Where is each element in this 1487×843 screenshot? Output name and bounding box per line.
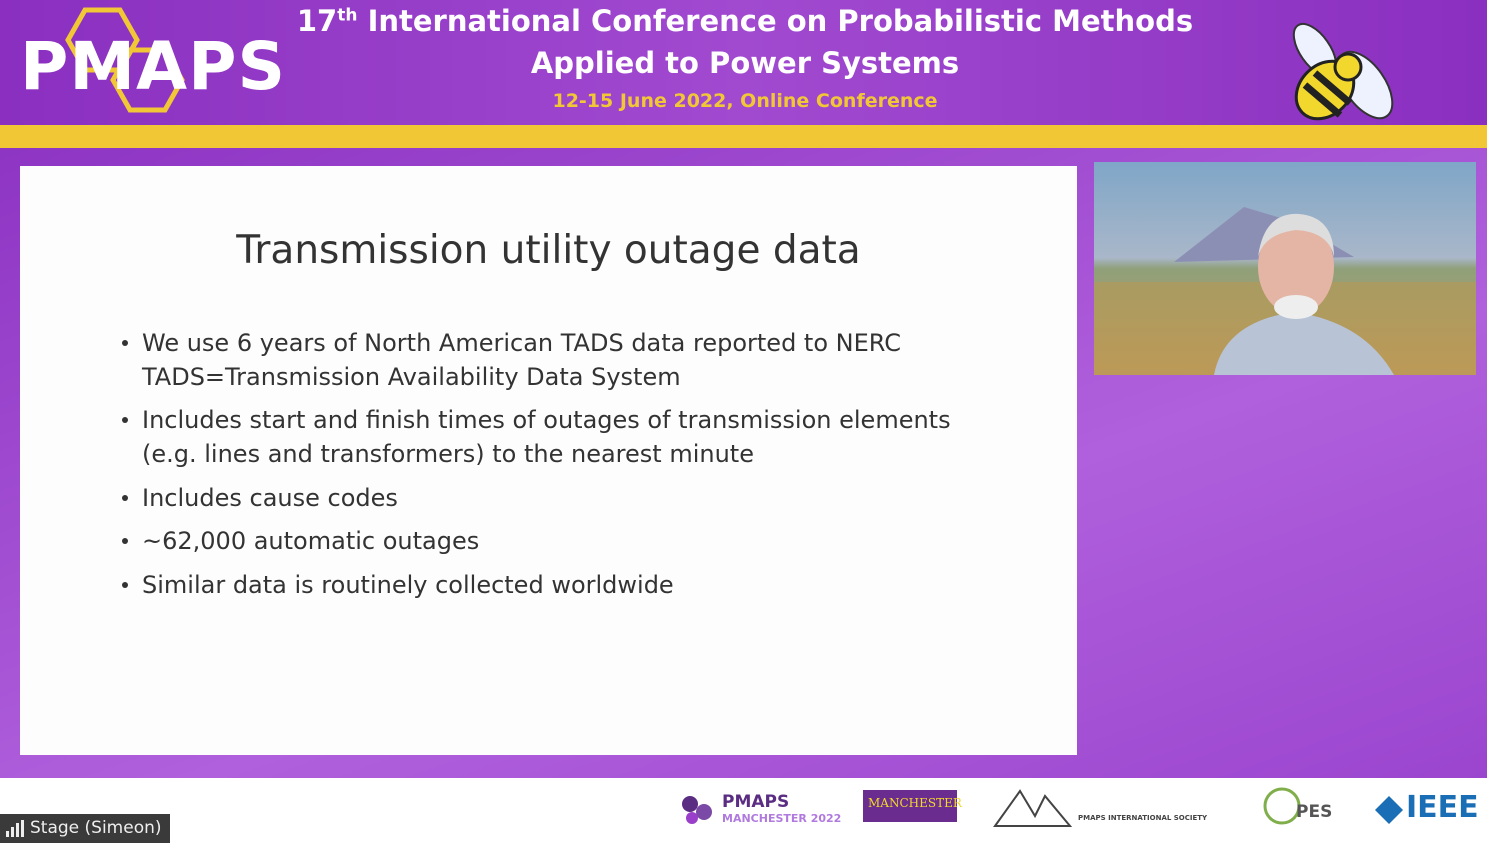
conference-title: 17th International Conference on Probabi…: [250, 4, 1240, 38]
slide: Transmission utility outage data We use …: [20, 166, 1077, 755]
bullet-line: (e.g. lines and transformers) to the nea…: [142, 440, 754, 468]
bullet-line: Similar data is routinely collected worl…: [142, 571, 674, 599]
title-superscript: th: [337, 5, 358, 26]
bullet-line: ~62,000 automatic outages: [142, 527, 480, 555]
logo-text: PMAPS: [20, 28, 287, 105]
slide-title: Transmission utility outage data: [236, 228, 861, 273]
bullet: We use 6 years of North American TADS da…: [122, 326, 901, 394]
pmaps-small-logo: [682, 796, 712, 824]
stage-label: Stage (Simeon): [0, 814, 170, 843]
title-rest: International Conference on Probabilisti…: [367, 4, 1194, 38]
bullet: Similar data is routinely collected worl…: [122, 568, 674, 602]
manchester-logo: [863, 790, 957, 822]
bee-icon: [1292, 22, 1394, 121]
sponsor: PES: [1296, 802, 1333, 822]
sponsor: PMAPS INTERNATIONAL SOCIETY: [1078, 814, 1208, 822]
pmaps-society-logo: [993, 789, 1073, 827]
sponsor: IEEE: [1406, 790, 1479, 825]
bullet-line: TADS=Transmission Availability Data Syst…: [142, 363, 681, 391]
logo-hexagons: [65, 7, 185, 113]
bullet: ~62,000 automatic outages: [122, 524, 479, 558]
bullet-line: Includes cause codes: [142, 484, 398, 512]
sponsor: MANCHESTER 2022: [722, 812, 842, 825]
footer: PMAPS MANCHESTER 2022 MANCHESTER PMAPS I…: [0, 778, 1487, 843]
ieee-diamond: [1375, 796, 1403, 824]
sponsor: MANCHESTER: [868, 796, 962, 810]
bullet: Includes cause codes: [122, 481, 398, 515]
bullet-line: We use 6 years of North American TADS da…: [142, 329, 902, 357]
conference-date: 12-15 June 2022, Online Conference: [552, 90, 938, 112]
pes-globe: [1263, 787, 1301, 825]
speaker-video: [1094, 162, 1476, 375]
signal-icon: [6, 820, 24, 837]
bullet: Includes start and finish times of outag…: [122, 403, 951, 471]
bullet-line: Includes start and finish times of outag…: [142, 406, 951, 434]
header: [0, 0, 1487, 125]
conference-title-line2: Applied to Power Systems: [530, 46, 960, 80]
header-stripe: [0, 125, 1487, 148]
sponsor: PMAPS: [722, 792, 790, 812]
title-number: 17: [296, 4, 338, 38]
